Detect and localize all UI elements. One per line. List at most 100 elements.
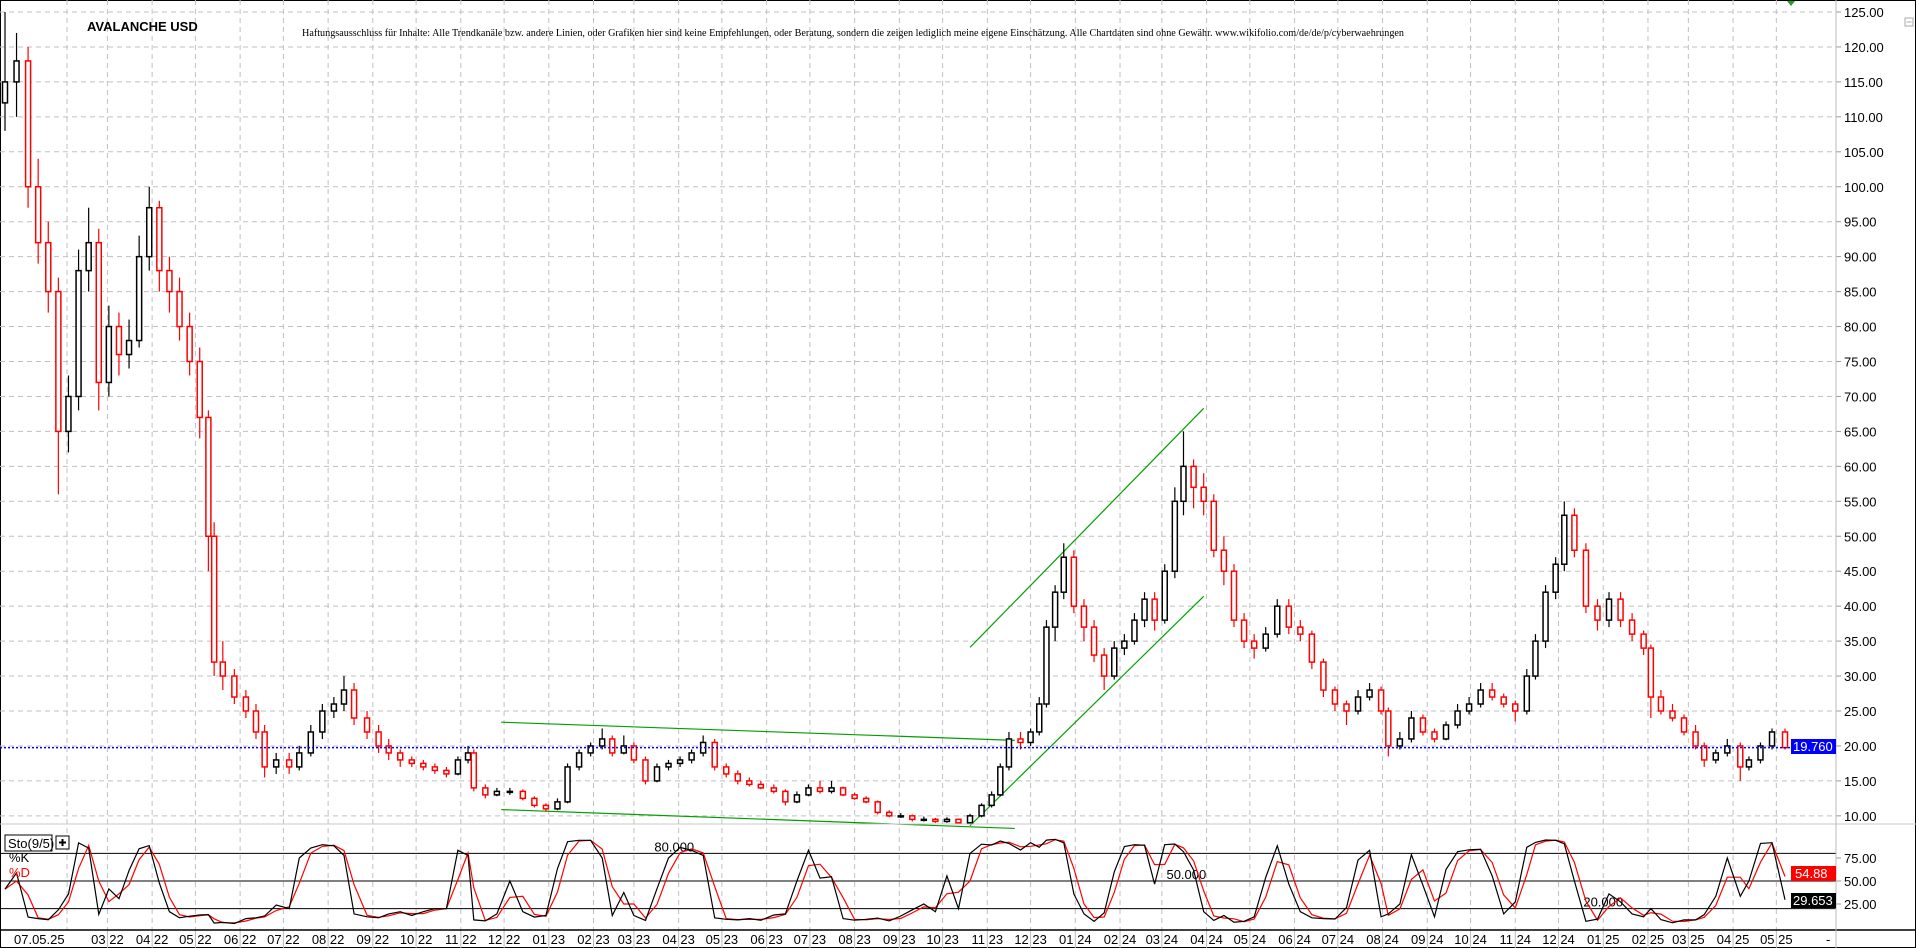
candle <box>1141 592 1148 628</box>
candle-body <box>464 752 472 761</box>
x-tick-label: 06 22 <box>224 932 257 947</box>
candle-body <box>598 738 606 747</box>
candle <box>862 796 870 804</box>
candle-body <box>454 759 462 775</box>
candle <box>805 784 812 797</box>
candle-body <box>793 794 801 803</box>
indicator-name-box[interactable] <box>4 834 53 852</box>
candle <box>196 347 203 439</box>
candle-body <box>252 710 260 733</box>
candle <box>676 756 684 767</box>
candle <box>1366 683 1373 701</box>
x-tick-label: 10 24 <box>1454 932 1487 947</box>
candle <box>482 784 489 799</box>
candle-body <box>805 787 812 796</box>
d-last-value: 54.88 <box>1795 866 1828 881</box>
y-tick-label: 15.00 <box>1844 774 1877 789</box>
candle <box>1431 728 1438 743</box>
candle <box>75 249 82 411</box>
candle <box>1657 690 1665 715</box>
candle-body <box>620 745 628 754</box>
candle-body <box>734 773 742 782</box>
candle-body <box>1680 717 1688 733</box>
candle <box>1240 613 1248 649</box>
y-tick-label: 65.00 <box>1844 424 1877 439</box>
candle-body <box>839 787 847 796</box>
candle <box>13 32 20 117</box>
candle-body <box>770 787 778 793</box>
stoch-y-tick-label: 75.00 <box>1844 851 1877 866</box>
trendline[interactable] <box>969 407 1205 648</box>
trendline[interactable] <box>501 808 1015 830</box>
candle <box>757 780 765 790</box>
candle-body <box>396 752 404 761</box>
candle-body <box>1477 689 1484 705</box>
chart-title: AVALANCHE USD <box>87 19 198 34</box>
trendline[interactable] <box>969 595 1205 827</box>
x-tick-label: 02 25 <box>1632 932 1665 947</box>
candle-body <box>135 255 143 342</box>
candle-body <box>711 741 718 768</box>
candle-body <box>1442 724 1450 740</box>
candle <box>1274 599 1281 638</box>
trendline[interactable] <box>501 721 1015 741</box>
candle-body <box>1005 738 1013 768</box>
candle <box>1210 494 1218 558</box>
candle-body <box>45 241 52 293</box>
y-tick-label: 10.00 <box>1844 809 1877 824</box>
x-axis-end-label: - <box>1826 932 1830 947</box>
candle-body <box>1100 654 1108 677</box>
candle <box>443 766 450 778</box>
candle-body <box>828 787 835 793</box>
candle-body <box>564 766 571 803</box>
disclaimer-text: Haftungsausschluss für Inhalte: Alle Tre… <box>302 28 1404 39</box>
x-tick-label: 04 23 <box>662 932 695 947</box>
candle <box>839 786 847 797</box>
candle-body <box>13 60 20 83</box>
candle-body <box>420 762 427 768</box>
candle-body <box>1043 626 1050 705</box>
candle <box>1737 742 1744 781</box>
x-tick-label: 07 23 <box>794 932 827 947</box>
candle <box>1354 690 1362 715</box>
candle-body <box>85 241 92 272</box>
candle <box>519 789 527 801</box>
candle <box>1171 487 1179 579</box>
candle <box>688 749 695 764</box>
x-tick-label: 05 25 <box>1760 932 1793 947</box>
x-tick-label: 09 23 <box>883 932 916 947</box>
candle <box>1230 564 1238 628</box>
candle <box>95 228 103 411</box>
y-tick-label: 75.00 <box>1844 355 1877 370</box>
candle <box>396 749 404 767</box>
x-tick-label: 09 24 <box>1411 932 1444 947</box>
marker-icon <box>1787 1 1795 6</box>
candle <box>1724 738 1731 757</box>
candle <box>375 724 382 753</box>
candle <box>1542 585 1549 649</box>
candle <box>1680 714 1688 736</box>
candle-body <box>1210 500 1218 551</box>
candle-body <box>816 787 824 793</box>
x-tick-label: 12 22 <box>488 932 521 947</box>
candle <box>978 803 985 818</box>
candle-body <box>272 759 280 768</box>
candle-body <box>431 766 439 772</box>
candle <box>665 759 672 771</box>
stoch-y-tick-label: 25.00 <box>1844 897 1877 912</box>
candle-body <box>1070 556 1078 607</box>
candle-body <box>319 710 326 733</box>
candle-body <box>95 241 103 384</box>
plus-icon <box>59 839 66 846</box>
candle <box>219 641 227 691</box>
candle <box>285 752 293 774</box>
x-tick-label: 03 23 <box>618 932 651 947</box>
candle-body <box>408 759 416 765</box>
candle-body <box>1060 556 1068 593</box>
candle-body <box>1781 731 1789 749</box>
candle <box>1131 613 1138 645</box>
candle-body <box>1488 689 1496 698</box>
candle-body <box>885 811 893 817</box>
